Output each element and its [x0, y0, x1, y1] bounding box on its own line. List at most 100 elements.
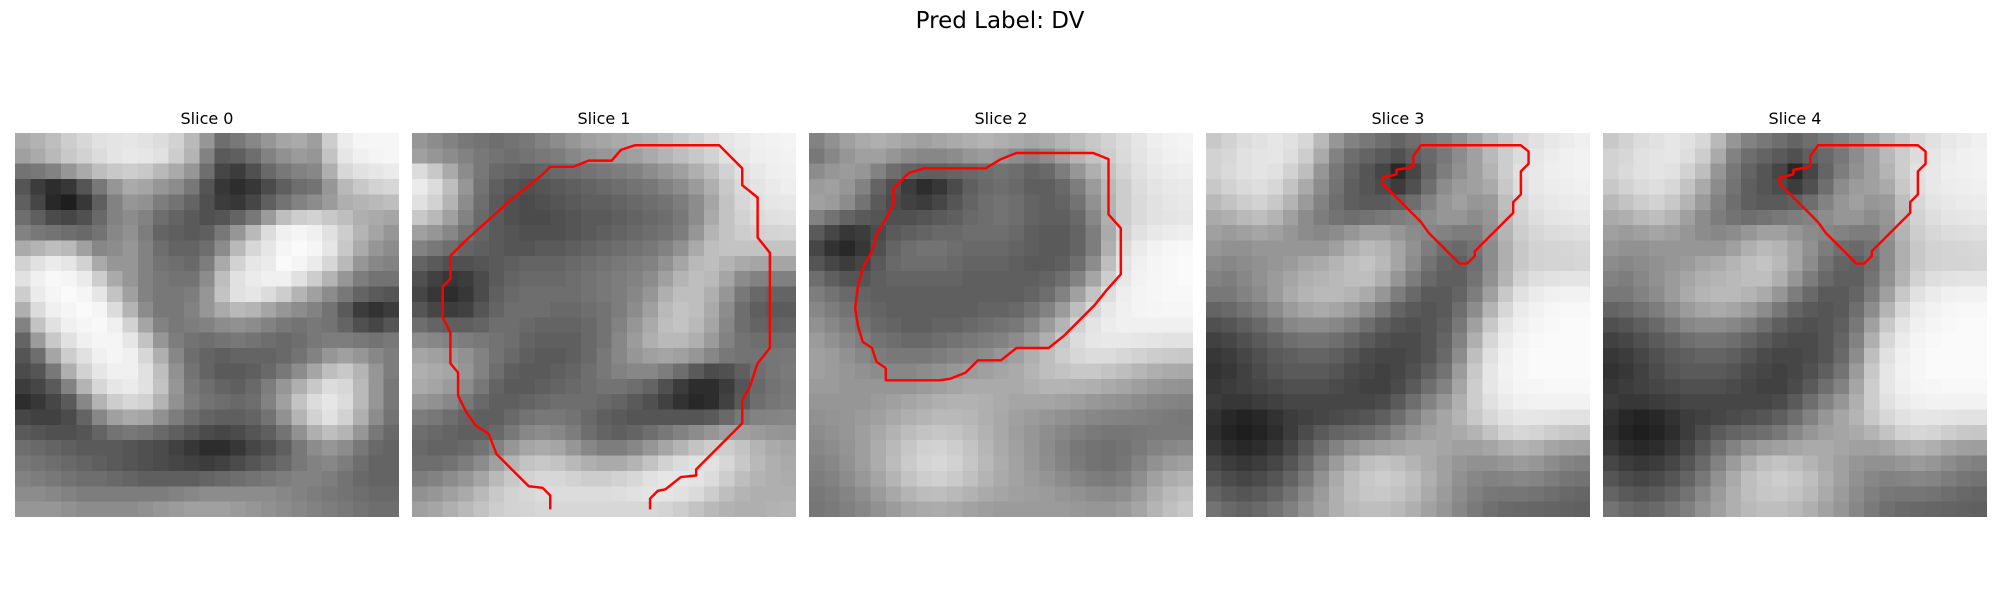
pixel — [1116, 363, 1132, 380]
pixel — [1910, 148, 1926, 165]
pixel — [1252, 455, 1268, 472]
pixel — [1771, 179, 1788, 195]
pixel — [1497, 348, 1514, 364]
pixel — [734, 348, 751, 364]
pixel — [657, 409, 674, 426]
pixel — [1543, 348, 1560, 364]
pixel — [61, 255, 77, 272]
pixel — [1467, 286, 1483, 303]
pixel — [1910, 424, 1926, 441]
pixel — [962, 363, 979, 380]
pixel — [765, 301, 781, 318]
pixel — [596, 286, 612, 303]
pixel — [442, 225, 459, 241]
pixel — [1177, 455, 1193, 472]
pixel — [657, 363, 674, 380]
pixel — [337, 363, 354, 380]
pixel — [1574, 255, 1590, 272]
pixel — [322, 378, 338, 395]
pixel — [1116, 394, 1132, 410]
pixel — [550, 255, 566, 272]
pixel — [1513, 148, 1529, 165]
pixel — [1146, 179, 1163, 195]
pixel — [809, 179, 825, 195]
pixel — [352, 409, 369, 426]
pixel — [1374, 255, 1391, 272]
pixel — [1436, 163, 1453, 180]
pixel — [977, 255, 994, 272]
pixel — [765, 225, 781, 241]
pixel — [107, 409, 123, 426]
pixel — [473, 378, 490, 395]
pixel — [1833, 255, 1850, 272]
pixel — [1864, 409, 1880, 426]
pixel — [122, 363, 139, 380]
pixel — [1116, 424, 1132, 441]
slice-title: Slice 2 — [974, 109, 1028, 128]
pixel — [1956, 163, 1972, 180]
pixel — [427, 240, 444, 257]
pixel — [383, 179, 399, 195]
pixel — [1956, 194, 1972, 211]
pixel — [1236, 470, 1253, 487]
pixel — [977, 409, 994, 426]
pixel — [1085, 301, 1102, 318]
pixel — [488, 286, 505, 303]
pixel — [76, 179, 93, 195]
pixel — [322, 301, 338, 318]
pixel — [76, 486, 93, 502]
pixel — [322, 455, 338, 472]
pixel — [1603, 133, 1619, 149]
pixel — [260, 332, 277, 349]
pixel — [1054, 486, 1071, 502]
pixel — [855, 133, 871, 149]
pixel — [383, 194, 399, 211]
pixel — [1298, 409, 1314, 426]
pixel — [1879, 317, 1896, 333]
pixel — [1894, 301, 1911, 318]
pixel — [916, 440, 933, 456]
pixel — [1833, 317, 1850, 333]
pixel — [627, 363, 643, 380]
pixel — [322, 225, 338, 241]
pixel — [1559, 133, 1575, 149]
pixel — [824, 148, 841, 165]
pixel — [1206, 486, 1222, 502]
pixel — [214, 409, 231, 426]
pixel — [1771, 470, 1788, 487]
pixel — [780, 194, 796, 211]
pixel — [473, 501, 490, 517]
pixel — [1497, 225, 1514, 241]
pixel — [1344, 255, 1360, 272]
pixel — [122, 470, 139, 487]
pixel — [1956, 133, 1972, 149]
pixel — [673, 179, 689, 195]
pixel — [1543, 424, 1560, 441]
pixel — [962, 271, 979, 287]
pixel — [1236, 148, 1253, 165]
pixel — [383, 348, 399, 364]
pixel — [1679, 163, 1696, 180]
pixel — [1162, 486, 1178, 502]
pixel — [91, 363, 108, 380]
pixel — [1436, 179, 1453, 195]
slice-panel-1: Slice 1 — [412, 109, 796, 519]
pixel — [153, 378, 169, 395]
pixel — [1756, 424, 1773, 441]
pixel — [458, 363, 474, 380]
pixel — [245, 301, 262, 318]
pixel — [183, 225, 200, 241]
pixel — [1543, 225, 1560, 241]
pixel — [809, 394, 825, 410]
pixel — [214, 148, 231, 165]
pixel — [1864, 148, 1880, 165]
pixel — [824, 424, 841, 441]
pixel — [1008, 363, 1025, 380]
pixel — [442, 317, 459, 333]
pixel — [1771, 225, 1788, 241]
pixel — [276, 163, 292, 180]
pixel — [1864, 363, 1880, 380]
pixel — [137, 209, 154, 226]
pixel — [504, 348, 520, 364]
pixel — [383, 133, 399, 149]
